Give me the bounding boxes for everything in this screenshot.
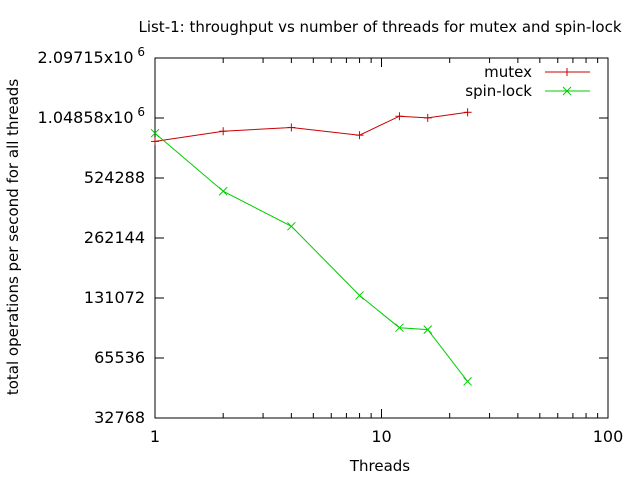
y-tick-label: 2.09715x10 6 xyxy=(38,45,145,67)
data-point-spin-lock xyxy=(355,291,364,300)
x-tick-label: 10 xyxy=(371,427,391,446)
y-tick-label: 65536 xyxy=(94,348,145,367)
data-point-spin-lock xyxy=(395,323,404,333)
data-point-spin-lock xyxy=(463,377,472,386)
chart-title: List-1: throughput vs number of threads … xyxy=(138,18,621,36)
y-tick-exponent: 6 xyxy=(134,105,145,119)
y-tick-label: 1.04858x10 6 xyxy=(38,105,145,127)
legend-marker-spin-lock xyxy=(562,86,572,96)
data-point-spin-lock xyxy=(287,221,296,231)
data-point-spin-lock xyxy=(150,128,160,138)
data-point-spin-lock xyxy=(423,325,433,334)
y-tick-label: 524288 xyxy=(84,168,145,187)
x-tick-label: 1 xyxy=(150,427,160,446)
y-axis-label: total operations per second for all thre… xyxy=(4,79,22,395)
y-tick-label: 131072 xyxy=(84,288,145,307)
legend-label-spin-lock: spin-lock xyxy=(465,82,532,100)
x-tick-label: 100 xyxy=(593,427,624,446)
y-tick-label: 262144 xyxy=(84,228,145,247)
x-axis-label: Threads xyxy=(349,457,410,475)
plot-area: 32768 65536 131072 262144 524288 1.04858x10 6… xyxy=(38,45,624,446)
y-tick-label: 32768 xyxy=(94,408,145,427)
data-point-spin-lock xyxy=(218,186,228,196)
legend-label-mutex: mutex xyxy=(484,63,532,81)
y-tick-exponent: 6 xyxy=(134,45,145,59)
